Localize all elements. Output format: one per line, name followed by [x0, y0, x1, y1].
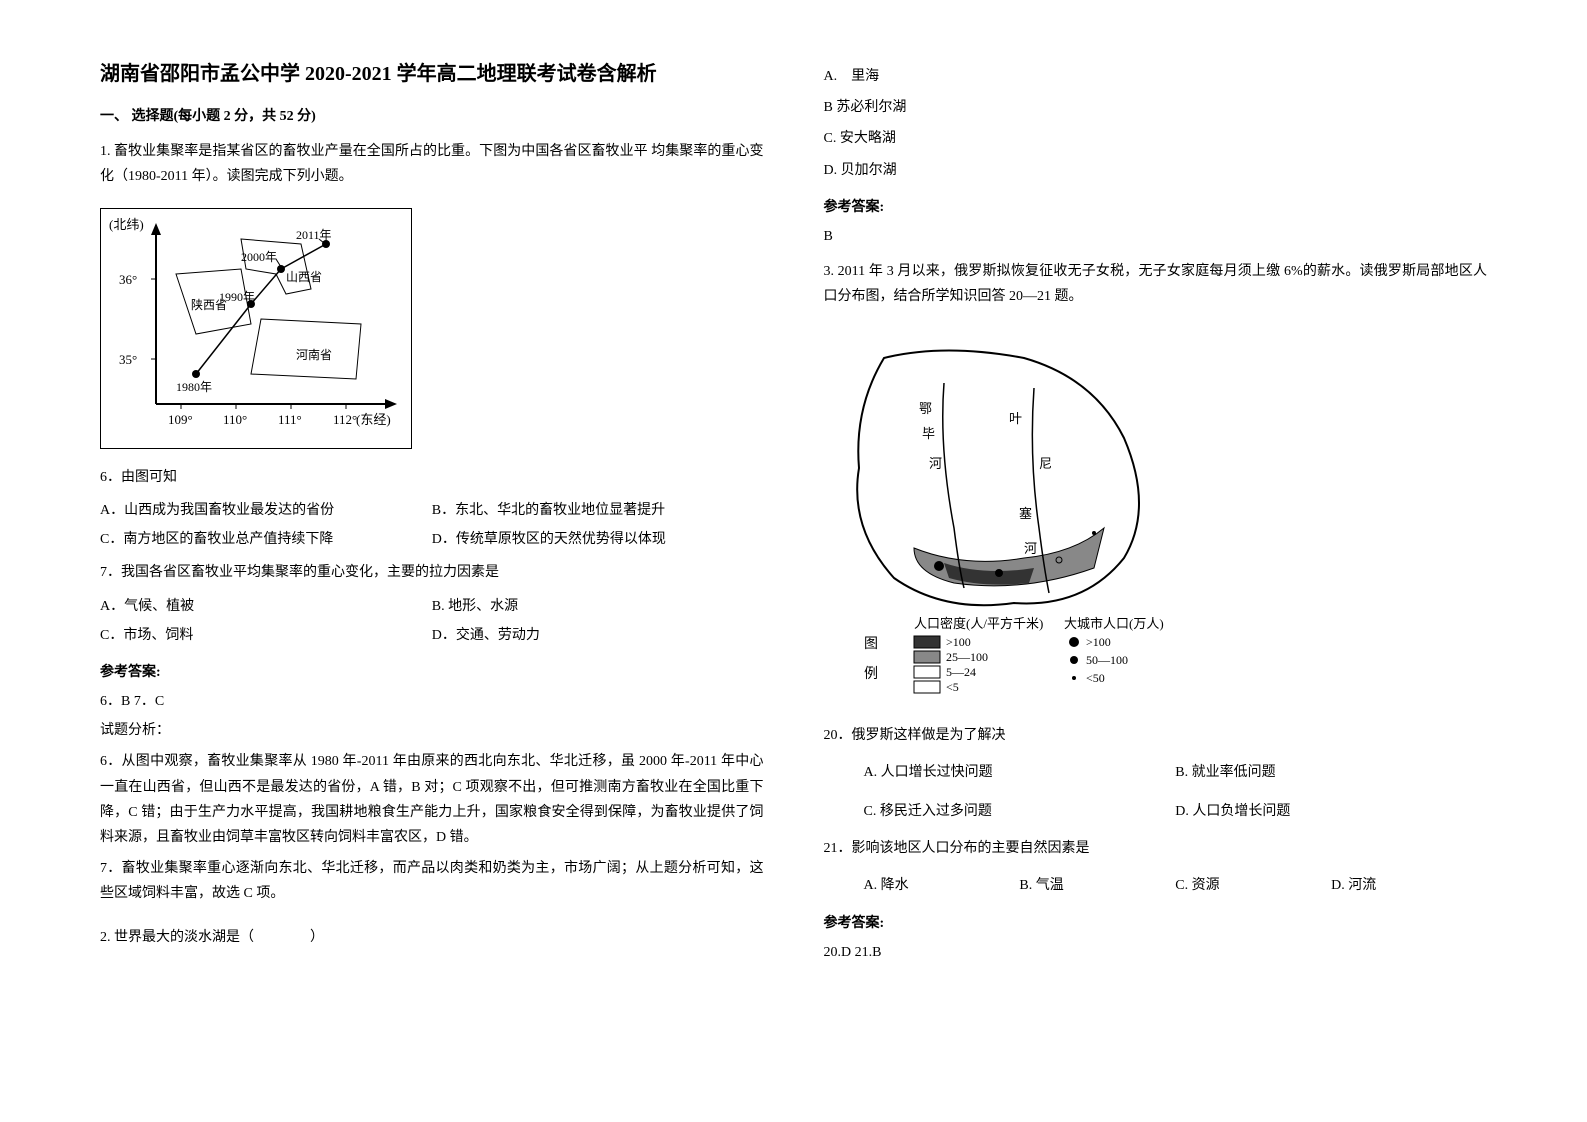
q1-exp-label: 试题分析： [100, 718, 764, 743]
q3-sub20-b: B. 就业率低问题 [1175, 758, 1487, 787]
r7: 河 [1024, 541, 1037, 556]
q1-sub6-label: 6．由图可知 [100, 465, 764, 490]
q3-sub21-opts: A. 降水 B. 气温 C. 资源 D. 河流 [824, 873, 1488, 898]
q1-sub6-opts: A．山西成为我国畜牧业最发达的省份 B．东北、华北的畜牧业地位显著提升 C．南方… [100, 496, 764, 554]
q2-b: B 苏必利尔湖 [824, 93, 1488, 122]
q2-c: C. 安大略湖 [824, 124, 1488, 153]
q3-sub21-a: A. 降水 [864, 873, 1020, 898]
xt1: 109° [168, 412, 193, 427]
city-title: 大城市人口(万人) [1064, 616, 1164, 631]
q1-sub7-a: A．气候、植被 [100, 592, 432, 621]
q1-exp7: 7．畜牧业集聚率重心逐渐向东北、华北迁移，而产品以肉类和奶类为主，市场广阔；从上… [100, 856, 764, 906]
xlabel: (东经) [356, 412, 391, 427]
yt1: 36° [119, 272, 137, 287]
q1-sub7-d: D．交通、劳动力 [432, 621, 764, 650]
xt2: 110° [223, 412, 247, 427]
q1-sub6-a: A．山西成为我国畜牧业最发达的省份 [100, 496, 432, 525]
q3-sub20-a: A. 人口增长过快问题 [864, 758, 1176, 787]
c1: >100 [1086, 635, 1111, 649]
right-column: A. 里海 B 苏必利尔湖 C. 安大略湖 D. 贝加尔湖 参考答案: B 3.… [824, 60, 1488, 969]
q1-figure: (北纬) (东经) 36° 35° 109° 110° 111° 112° [100, 208, 412, 449]
q2-d: D. 贝加尔湖 [824, 156, 1488, 185]
q2-ans-label: 参考答案: [824, 195, 1488, 220]
q1-sub6-c: C．南方地区的畜牧业总产值持续下降 [100, 525, 432, 554]
q3-sub20-d: D. 人口负增长问题 [1175, 797, 1487, 826]
q2-stem: 2. 世界最大的淡水湖是（ ） [100, 925, 764, 950]
legend-title-2: 例 [864, 666, 878, 682]
q1-sub7-c: C．市场、饲料 [100, 621, 432, 650]
y1980: 1980年 [176, 380, 212, 394]
q1-ans-label: 参考答案: [100, 660, 764, 685]
q1-sub6-d: D．传统草原牧区的天然优势得以体现 [432, 525, 764, 554]
xt4: 112° [333, 412, 357, 427]
document-title: 湖南省邵阳市孟公中学 2020-2021 学年高二地理联考试卷含解析 [100, 60, 764, 88]
yt2: 35° [119, 352, 137, 367]
q1-sub6-b: B．东北、华北的畜牧业地位显著提升 [432, 496, 764, 525]
q3-sub21-label: 21．影响该地区人口分布的主要自然因素是 [824, 836, 1488, 861]
q1-ans: 6．B 7．C [100, 689, 764, 714]
q3-sub21-b: B. 气温 [1019, 873, 1175, 898]
q3-sub21-d: D. 河流 [1331, 873, 1487, 898]
c2: 50—100 [1086, 653, 1128, 667]
d1: >100 [946, 635, 971, 649]
c3: <50 [1086, 671, 1105, 685]
q3-sub20-label: 20．俄罗斯这样做是为了解决 [824, 723, 1488, 748]
q1-chart-svg: (北纬) (东经) 36° 35° 109° 110° 111° 112° [101, 209, 411, 439]
r6: 塞 [1019, 506, 1032, 521]
q2-opts: A. 里海 B 苏必利尔湖 C. 安大略湖 D. 贝加尔湖 [824, 62, 1488, 185]
henan: 河南省 [296, 347, 332, 362]
q2-a: A. 里海 [824, 62, 1488, 91]
q3-sub20-c: C. 移民迁入过多问题 [864, 797, 1176, 826]
legend-title-1: 图 [864, 637, 878, 652]
y2011: 2011年 [296, 228, 332, 242]
q3-sub20-opts-2: C. 移民迁入过多问题 D. 人口负增长问题 [824, 797, 1488, 826]
q1-sub7-b: B. 地形、水源 [432, 592, 764, 621]
xt3: 111° [278, 412, 302, 427]
r2: 毕 [922, 426, 935, 441]
q3-ans: 20.D 21.B [824, 940, 1488, 965]
r3: 河 [929, 456, 942, 471]
ylabel: (北纬) [109, 217, 144, 232]
r5: 尼 [1039, 456, 1052, 471]
density-title: 人口密度(人/平方千米) [914, 616, 1043, 631]
shanxi: 山西省 [286, 270, 322, 284]
y1990: 1990年 [219, 290, 255, 304]
q3-stem: 3. 2011 年 3 月以来，俄罗斯拟恢复征收无子女税，无子女家庭每月须上缴 … [824, 259, 1488, 309]
q3-ans-label: 参考答案: [824, 911, 1488, 936]
q3-sub21-c: C. 资源 [1175, 873, 1331, 898]
q3-figure: 鄂 毕 河 叶 尼 塞 河 人口密度(人/平方千米) 大城市人口(万人) 图 例… [824, 328, 1214, 707]
r4: 叶 [1009, 411, 1022, 426]
d2: 25—100 [946, 650, 988, 664]
d4: <5 [946, 680, 959, 694]
r1: 鄂 [919, 401, 932, 416]
section-1-header: 一、 选择题(每小题 2 分，共 52 分) [100, 104, 764, 129]
q3-map-svg: 鄂 毕 河 叶 尼 塞 河 人口密度(人/平方千米) 大城市人口(万人) 图 例… [824, 328, 1214, 698]
d3: 5—24 [946, 665, 976, 679]
q1-sub7-label: 7．我国各省区畜牧业平均集聚率的重心变化，主要的拉力因素是 [100, 560, 764, 585]
q1-exp6: 6．从图中观察，畜牧业集聚率从 1980 年-2011 年由原来的西北向东北、华… [100, 749, 764, 850]
q1-sub7-opts: A．气候、植被 B. 地形、水源 C．市场、饲料 D．交通、劳动力 [100, 592, 764, 650]
q3-sub20-opts: A. 人口增长过快问题 B. 就业率低问题 [824, 758, 1488, 787]
q1-stem: 1. 畜牧业集聚率是指某省区的畜牧业产量在全国所占的比重。下图为中国各省区畜牧业… [100, 139, 764, 189]
q2-ans: B [824, 224, 1488, 249]
left-column: 湖南省邵阳市孟公中学 2020-2021 学年高二地理联考试卷含解析 一、 选择… [100, 60, 764, 969]
y2000: 2000年 [241, 250, 277, 264]
